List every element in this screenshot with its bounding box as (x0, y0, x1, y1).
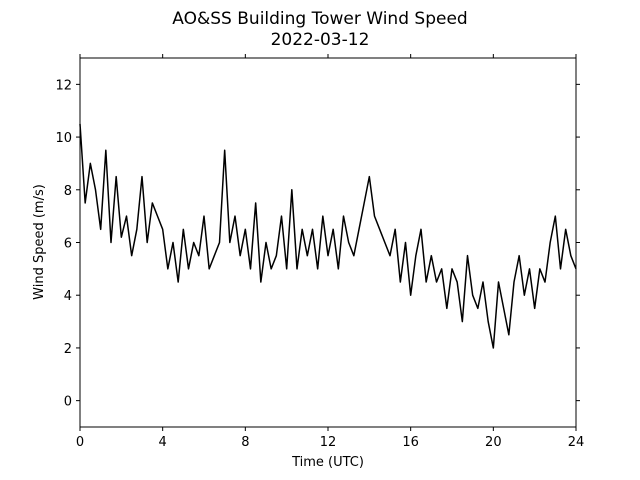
x-tick-label: 20 (485, 435, 502, 450)
x-tick-label: 12 (320, 435, 337, 450)
chart-subtitle: 2022-03-12 (271, 30, 370, 50)
y-tick-label: 2 (64, 342, 72, 357)
y-tick-label: 12 (55, 78, 72, 93)
x-tick-label: 0 (76, 435, 84, 450)
y-axis-label: Wind Speed (m/s) (32, 184, 47, 300)
x-tick-label: 16 (402, 435, 419, 450)
x-tick-label: 8 (241, 435, 249, 450)
y-tick-label: 4 (64, 289, 72, 304)
y-tick-label: 10 (55, 131, 72, 146)
data-line (79, 123, 577, 349)
y-tick-label: 8 (64, 184, 72, 199)
y-tick-label: 6 (64, 237, 72, 252)
x-tick-label: 4 (159, 435, 167, 450)
chart-title: AO&SS Building Tower Wind Speed (172, 9, 467, 29)
x-axis-label: Time (UTC) (291, 455, 364, 470)
y-tick-label: 0 (64, 395, 72, 410)
plot-frame (79, 57, 577, 428)
x-tick-label: 24 (568, 435, 585, 450)
